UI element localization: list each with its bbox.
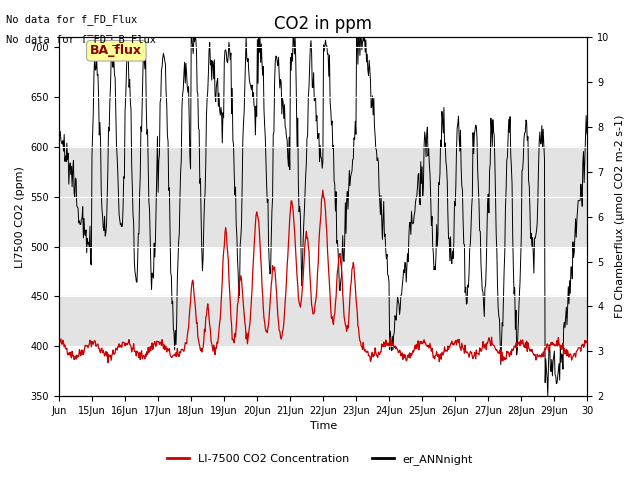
- Bar: [59, 147, 588, 247]
- Legend: LI-7500 CO2 Concentration, er_ANNnight: LI-7500 CO2 Concentration, er_ANNnight: [163, 450, 477, 469]
- Y-axis label: FD Chamberflux (µmol CO2 m-2 s-1): FD Chamberflux (µmol CO2 m-2 s-1): [615, 115, 625, 318]
- Title: CO2 in ppm: CO2 in ppm: [274, 15, 372, 33]
- Text: No data for f_FD_Flux: No data for f_FD_Flux: [6, 14, 138, 25]
- Y-axis label: LI7500 CO2 (ppm): LI7500 CO2 (ppm): [15, 166, 25, 268]
- Text: BA_flux: BA_flux: [90, 44, 142, 57]
- Bar: [59, 297, 588, 346]
- Text: No data for f̅FD̅_B Flux: No data for f̅FD̅_B Flux: [6, 34, 156, 45]
- X-axis label: Time: Time: [310, 421, 337, 432]
